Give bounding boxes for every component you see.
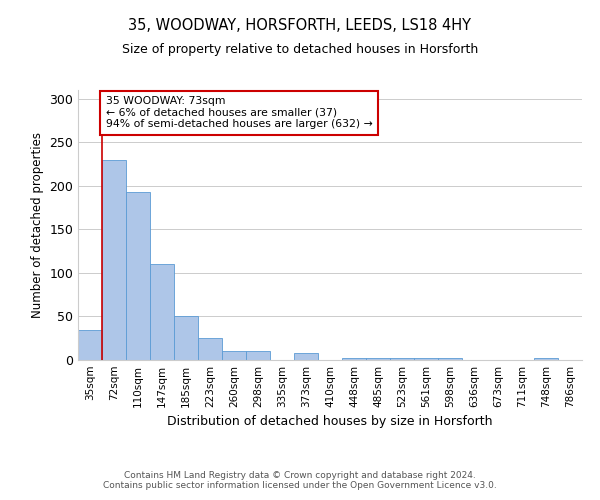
Y-axis label: Number of detached properties: Number of detached properties xyxy=(31,132,44,318)
Bar xyxy=(126,192,150,360)
Bar xyxy=(390,358,414,360)
Bar xyxy=(294,353,318,360)
Bar xyxy=(534,358,558,360)
Bar xyxy=(414,358,438,360)
Bar xyxy=(342,358,366,360)
Bar xyxy=(174,316,198,360)
Text: Size of property relative to detached houses in Horsforth: Size of property relative to detached ho… xyxy=(122,42,478,56)
Bar xyxy=(246,352,270,360)
Text: Contains HM Land Registry data © Crown copyright and database right 2024.
Contai: Contains HM Land Registry data © Crown c… xyxy=(103,470,497,490)
X-axis label: Distribution of detached houses by size in Horsforth: Distribution of detached houses by size … xyxy=(167,416,493,428)
Bar xyxy=(438,358,462,360)
Bar xyxy=(150,264,174,360)
Bar xyxy=(78,330,102,360)
Text: 35 WOODWAY: 73sqm
← 6% of detached houses are smaller (37)
94% of semi-detached : 35 WOODWAY: 73sqm ← 6% of detached house… xyxy=(106,96,373,130)
Text: 35, WOODWAY, HORSFORTH, LEEDS, LS18 4HY: 35, WOODWAY, HORSFORTH, LEEDS, LS18 4HY xyxy=(128,18,472,32)
Bar xyxy=(366,358,390,360)
Bar xyxy=(222,352,246,360)
Bar xyxy=(198,338,222,360)
Bar xyxy=(102,160,126,360)
